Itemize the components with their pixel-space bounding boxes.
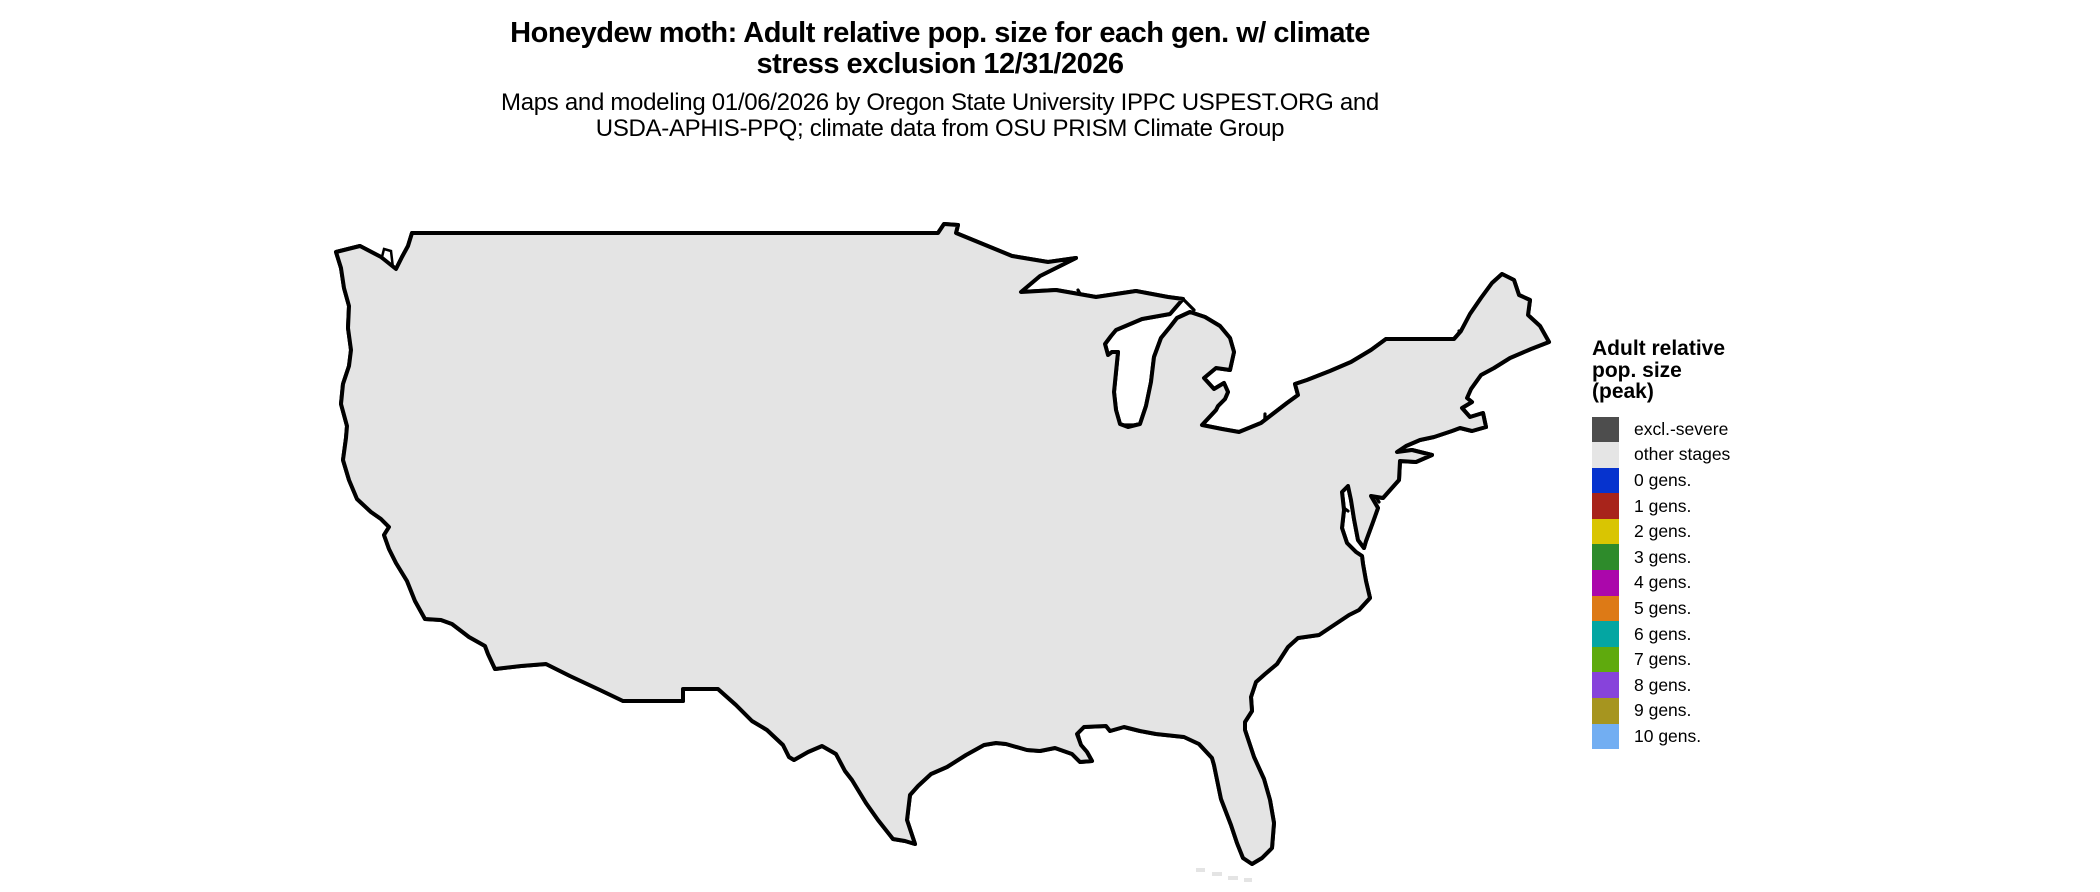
legend-swatch-icon bbox=[1592, 672, 1619, 699]
legend-swatch-icon bbox=[1592, 544, 1619, 571]
legend-item-label: 0 gens. bbox=[1634, 469, 1692, 490]
legend-item: 0 gens. bbox=[1592, 467, 1822, 494]
map-subtitle-line1: Maps and modeling 01/06/2026 by Oregon S… bbox=[501, 89, 1379, 116]
legend-title: Adult relative pop. size (peak) bbox=[1592, 338, 1822, 403]
legend-item: 9 gens. bbox=[1592, 698, 1822, 724]
legend-swatch-icon bbox=[1592, 723, 1619, 750]
florida-keys bbox=[1196, 868, 1252, 882]
legend-item-label: 9 gens. bbox=[1634, 700, 1692, 721]
map-subtitle: Maps and modeling 01/06/2026 by Oregon S… bbox=[290, 90, 1590, 142]
legend-title-line1: Adult relative bbox=[1592, 337, 1726, 360]
legend-swatch-icon bbox=[1592, 518, 1619, 545]
legend-item: 1 gens. bbox=[1592, 493, 1822, 519]
map-title: Honeydew moth: Adult relative pop. size … bbox=[290, 18, 1590, 80]
legend-item: 8 gens. bbox=[1592, 672, 1822, 699]
legend-item: other stages bbox=[1592, 442, 1822, 468]
legend-swatch-icon bbox=[1592, 416, 1619, 443]
legend-item: 10 gens. bbox=[1592, 723, 1822, 750]
legend-item-label: 5 gens. bbox=[1634, 597, 1692, 618]
legend-item-label: 8 gens. bbox=[1634, 674, 1692, 695]
legend: Adult relative pop. size (peak) excl.-se… bbox=[1592, 338, 1822, 750]
legend-item: 2 gens. bbox=[1592, 518, 1822, 545]
legend-swatch-icon bbox=[1592, 442, 1619, 468]
legend-item-label: 6 gens. bbox=[1634, 623, 1692, 644]
map-title-line1: Honeydew moth: Adult relative pop. size … bbox=[510, 17, 1370, 49]
legend-swatch-icon bbox=[1592, 570, 1619, 596]
legend-item: 5 gens. bbox=[1592, 595, 1822, 622]
legend-item-label: 10 gens. bbox=[1634, 725, 1702, 746]
legend-item-label: 1 gens. bbox=[1634, 495, 1692, 516]
legend-swatch-icon bbox=[1592, 698, 1619, 724]
legend-item-label: other stages bbox=[1634, 444, 1731, 465]
legend-item-label: 7 gens. bbox=[1634, 649, 1692, 670]
map-subtitle-line2: USDA-APHIS-PPQ; climate data from OSU PR… bbox=[595, 115, 1285, 142]
legend-item: excl.-severe bbox=[1592, 416, 1822, 443]
map-title-line2: stress exclusion 12/31/2026 bbox=[756, 48, 1124, 80]
legend-swatch-icon bbox=[1592, 493, 1619, 519]
legend-swatch-icon bbox=[1592, 467, 1619, 494]
legend-item: 3 gens. bbox=[1592, 544, 1822, 571]
legend-item-label: 3 gens. bbox=[1634, 546, 1692, 567]
legend-title-line2: pop. size bbox=[1592, 358, 1682, 382]
legend-items: excl.-severe other stages 0 gens. 1 gens. 2 … bbox=[1592, 416, 1822, 750]
legend-title-line3: (peak) bbox=[1592, 380, 1654, 403]
legend-item-label: 4 gens. bbox=[1634, 572, 1692, 593]
legend-swatch-icon bbox=[1592, 621, 1619, 647]
legend-swatch-icon bbox=[1592, 595, 1619, 622]
legend-item-label: excl.-severe bbox=[1634, 418, 1729, 439]
legend-item: 6 gens. bbox=[1592, 621, 1822, 647]
legend-swatch-icon bbox=[1592, 646, 1619, 673]
legend-item: 4 gens. bbox=[1592, 570, 1822, 596]
legend-item-label: 2 gens. bbox=[1634, 521, 1692, 542]
legend-item: 7 gens. bbox=[1592, 646, 1822, 673]
